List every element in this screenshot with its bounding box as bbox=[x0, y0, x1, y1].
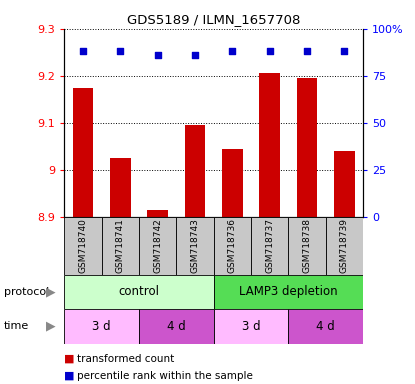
Text: GSM718736: GSM718736 bbox=[228, 218, 237, 273]
Text: LAMP3 depletion: LAMP3 depletion bbox=[239, 285, 338, 298]
Bar bbox=[102, 217, 139, 275]
Text: ■: ■ bbox=[64, 354, 75, 364]
Bar bbox=[110, 158, 131, 217]
Text: 3 d: 3 d bbox=[93, 320, 111, 333]
Bar bbox=[64, 217, 102, 275]
Text: GSM718738: GSM718738 bbox=[303, 218, 312, 273]
Bar bbox=[64, 275, 214, 309]
Bar bbox=[64, 309, 139, 344]
Bar bbox=[222, 149, 243, 217]
Bar bbox=[288, 309, 363, 344]
Bar bbox=[147, 210, 168, 217]
Bar bbox=[214, 275, 363, 309]
Text: GSM718742: GSM718742 bbox=[153, 218, 162, 273]
Text: control: control bbox=[119, 285, 159, 298]
Text: ▶: ▶ bbox=[46, 285, 56, 298]
Point bbox=[341, 48, 348, 55]
Bar bbox=[139, 309, 214, 344]
Text: ▶: ▶ bbox=[46, 320, 56, 333]
Text: percentile rank within the sample: percentile rank within the sample bbox=[77, 371, 253, 381]
Bar bbox=[297, 78, 317, 217]
Text: time: time bbox=[4, 321, 29, 331]
Bar bbox=[251, 217, 288, 275]
Bar bbox=[214, 217, 251, 275]
Text: 4 d: 4 d bbox=[316, 320, 335, 333]
Point bbox=[192, 52, 198, 58]
Point bbox=[266, 48, 273, 55]
Text: GSM718739: GSM718739 bbox=[340, 218, 349, 273]
Point bbox=[304, 48, 310, 55]
Bar bbox=[176, 217, 214, 275]
Bar bbox=[334, 151, 355, 217]
Text: GSM718743: GSM718743 bbox=[190, 218, 200, 273]
Text: 4 d: 4 d bbox=[167, 320, 186, 333]
Text: 3 d: 3 d bbox=[242, 320, 260, 333]
Bar bbox=[139, 217, 176, 275]
Point bbox=[229, 48, 236, 55]
Point bbox=[117, 48, 124, 55]
Bar bbox=[214, 309, 288, 344]
Text: protocol: protocol bbox=[4, 287, 49, 297]
Text: GSM718737: GSM718737 bbox=[265, 218, 274, 273]
Point bbox=[80, 48, 86, 55]
Text: ■: ■ bbox=[64, 371, 75, 381]
Text: GSM718741: GSM718741 bbox=[116, 218, 125, 273]
Bar bbox=[259, 73, 280, 217]
Text: GSM718740: GSM718740 bbox=[78, 218, 88, 273]
Bar bbox=[185, 125, 205, 217]
Bar bbox=[73, 88, 93, 217]
Bar bbox=[326, 217, 363, 275]
Text: transformed count: transformed count bbox=[77, 354, 174, 364]
Bar bbox=[288, 217, 326, 275]
Title: GDS5189 / ILMN_1657708: GDS5189 / ILMN_1657708 bbox=[127, 13, 300, 26]
Point bbox=[154, 52, 161, 58]
